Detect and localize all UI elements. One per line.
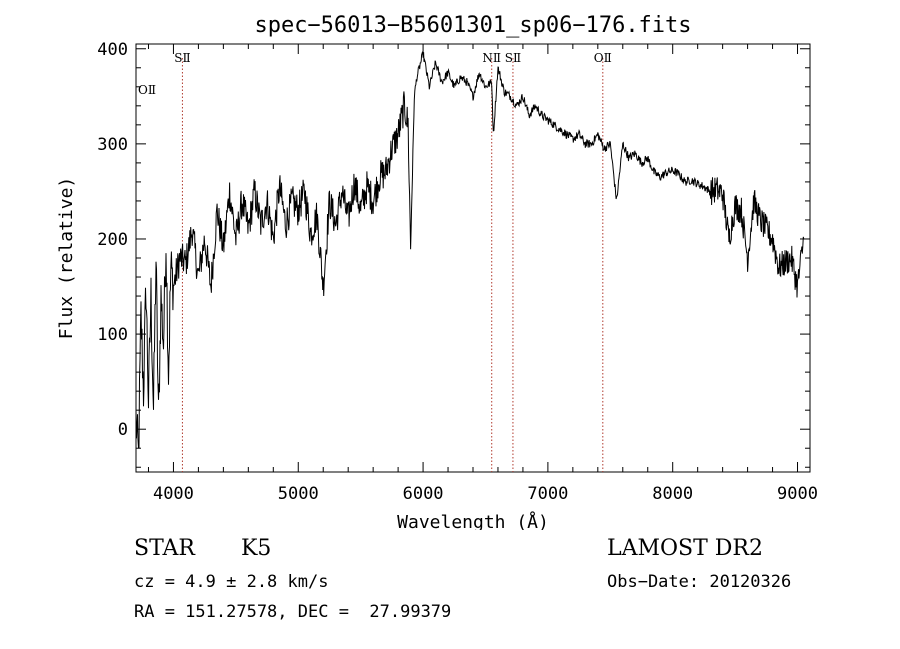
emission-line-label-edge: OⅡ: [138, 83, 156, 97]
y-tick-label: 300: [97, 135, 128, 155]
redshift-velocity: cz = 4.9 ± 2.8 km/s: [134, 572, 329, 592]
emission-line-label: OⅡ: [594, 51, 612, 65]
x-axis-label: Wavelength (Å): [397, 511, 549, 530]
x-tick-label: 7000: [527, 484, 568, 504]
y-tick-label: 0: [118, 420, 128, 440]
spectrum-line: [136, 51, 805, 449]
x-tick-label: 4000: [153, 484, 194, 504]
x-tick-label: 5000: [278, 484, 319, 504]
object-class: STAR: [134, 536, 195, 561]
object-subclass: K5: [241, 536, 272, 561]
plot-frame: [135, 43, 811, 473]
observation-date: Obs−Date: 20120326: [607, 572, 792, 592]
x-tick-label: 8000: [652, 484, 693, 504]
chart-title: spec−56013−B5601301_sp06−176.fits: [254, 13, 691, 38]
y-axis-label: Flux (relative): [56, 177, 77, 340]
emission-line-label: NⅡ: [482, 51, 501, 65]
ra-dec-coordinates: RA = 151.27578, DEC = 27.99379: [134, 602, 452, 622]
y-tick-label: 100: [97, 325, 128, 345]
y-tick-label: 400: [97, 40, 128, 60]
x-tick-label: 9000: [777, 484, 818, 504]
survey-name: LAMOST DR2: [607, 536, 763, 561]
x-tick-label: 6000: [403, 484, 444, 504]
emission-line-label: SⅡ: [505, 51, 521, 65]
y-tick-label: 200: [97, 230, 128, 250]
emission-line-label: SⅡ: [174, 51, 190, 65]
